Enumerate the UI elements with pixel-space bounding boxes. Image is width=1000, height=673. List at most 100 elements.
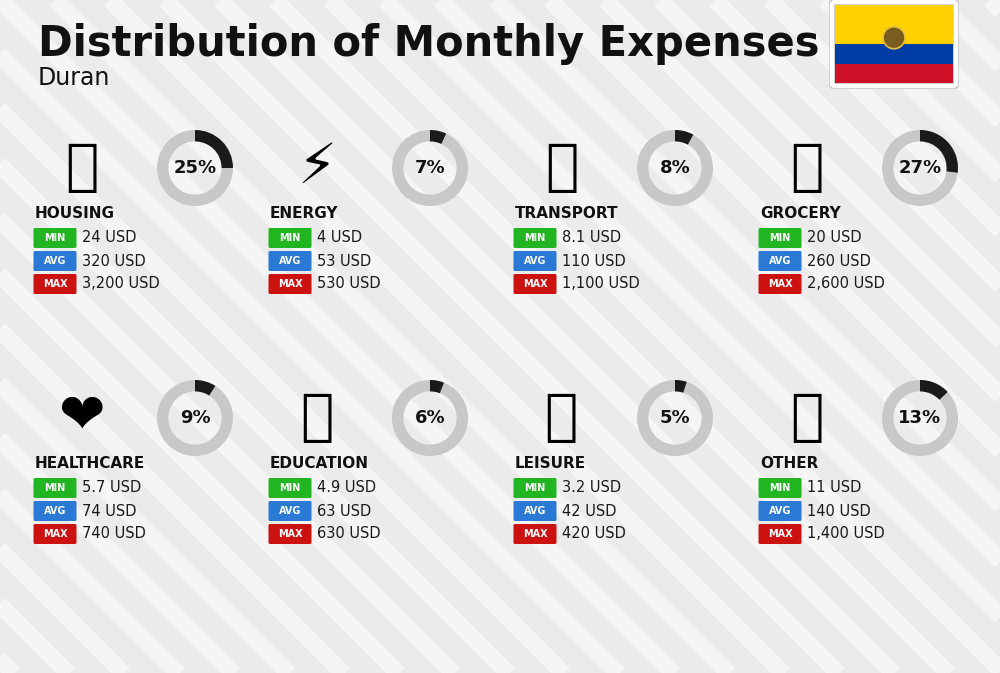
Text: 110 USD: 110 USD	[562, 254, 626, 269]
Text: 13%: 13%	[898, 409, 942, 427]
Text: AVG: AVG	[769, 256, 791, 266]
Wedge shape	[195, 130, 233, 168]
Wedge shape	[430, 130, 446, 144]
Text: 7%: 7%	[415, 159, 445, 177]
FancyBboxPatch shape	[34, 228, 76, 248]
FancyBboxPatch shape	[268, 274, 312, 294]
Text: HOUSING: HOUSING	[35, 205, 115, 221]
Text: MAX: MAX	[523, 529, 547, 539]
FancyBboxPatch shape	[829, 0, 959, 89]
Wedge shape	[637, 380, 713, 456]
Text: 27%: 27%	[898, 159, 942, 177]
FancyBboxPatch shape	[759, 251, 802, 271]
Wedge shape	[920, 130, 958, 173]
Text: AVG: AVG	[769, 506, 791, 516]
Text: ❤️: ❤️	[59, 391, 105, 445]
Text: EDUCATION: EDUCATION	[270, 456, 369, 470]
Text: GROCERY: GROCERY	[760, 205, 841, 221]
Text: MAX: MAX	[278, 529, 302, 539]
Text: 6%: 6%	[415, 409, 445, 427]
Text: 1,400 USD: 1,400 USD	[807, 526, 885, 542]
FancyBboxPatch shape	[514, 228, 556, 248]
FancyBboxPatch shape	[514, 251, 556, 271]
FancyBboxPatch shape	[268, 251, 312, 271]
Text: MAX: MAX	[43, 529, 67, 539]
Text: 5.7 USD: 5.7 USD	[82, 481, 141, 495]
Wedge shape	[392, 380, 468, 456]
Text: Distribution of Monthly Expenses: Distribution of Monthly Expenses	[38, 23, 820, 65]
Text: 630 USD: 630 USD	[317, 526, 381, 542]
Text: MIN: MIN	[769, 233, 791, 243]
Text: 3.2 USD: 3.2 USD	[562, 481, 621, 495]
Text: AVG: AVG	[44, 506, 66, 516]
FancyBboxPatch shape	[514, 524, 556, 544]
Text: 530 USD: 530 USD	[317, 277, 381, 291]
Text: 25%: 25%	[173, 159, 217, 177]
Text: 140 USD: 140 USD	[807, 503, 871, 518]
FancyBboxPatch shape	[34, 524, 76, 544]
Bar	[835, 5, 953, 44]
Wedge shape	[675, 130, 693, 145]
Text: ⚡: ⚡	[298, 141, 336, 195]
FancyBboxPatch shape	[268, 524, 312, 544]
FancyBboxPatch shape	[34, 251, 76, 271]
Circle shape	[883, 27, 905, 48]
Bar	[835, 44, 953, 63]
Text: 53 USD: 53 USD	[317, 254, 371, 269]
Text: 42 USD: 42 USD	[562, 503, 616, 518]
Text: MIN: MIN	[524, 483, 546, 493]
Text: AVG: AVG	[524, 256, 546, 266]
Text: 🏢: 🏢	[65, 141, 99, 195]
FancyBboxPatch shape	[34, 501, 76, 521]
Text: MIN: MIN	[44, 483, 66, 493]
Text: 9%: 9%	[180, 409, 210, 427]
FancyBboxPatch shape	[34, 478, 76, 498]
Text: 8.1 USD: 8.1 USD	[562, 230, 621, 246]
Text: 4.9 USD: 4.9 USD	[317, 481, 376, 495]
FancyBboxPatch shape	[514, 501, 556, 521]
Text: AVG: AVG	[279, 506, 301, 516]
FancyBboxPatch shape	[514, 274, 556, 294]
FancyBboxPatch shape	[759, 501, 802, 521]
FancyBboxPatch shape	[759, 274, 802, 294]
Wedge shape	[882, 380, 958, 456]
Text: 74 USD: 74 USD	[82, 503, 136, 518]
FancyBboxPatch shape	[759, 524, 802, 544]
Text: 2,600 USD: 2,600 USD	[807, 277, 885, 291]
Text: 🚌: 🚌	[545, 141, 579, 195]
Text: 4 USD: 4 USD	[317, 230, 362, 246]
Bar	[835, 63, 953, 83]
Text: MAX: MAX	[768, 279, 792, 289]
Text: 1,100 USD: 1,100 USD	[562, 277, 640, 291]
FancyBboxPatch shape	[34, 274, 76, 294]
Text: OTHER: OTHER	[760, 456, 818, 470]
Text: HEALTHCARE: HEALTHCARE	[35, 456, 145, 470]
Text: 320 USD: 320 USD	[82, 254, 146, 269]
Wedge shape	[392, 130, 468, 206]
Wedge shape	[637, 130, 713, 206]
Text: AVG: AVG	[279, 256, 301, 266]
Text: LEISURE: LEISURE	[515, 456, 586, 470]
FancyBboxPatch shape	[759, 478, 802, 498]
Text: 11 USD: 11 USD	[807, 481, 861, 495]
FancyBboxPatch shape	[268, 501, 312, 521]
Wedge shape	[157, 380, 233, 456]
Text: 💰: 💰	[790, 391, 824, 445]
FancyBboxPatch shape	[759, 228, 802, 248]
Text: 5%: 5%	[660, 409, 690, 427]
Text: TRANSPORT: TRANSPORT	[515, 205, 618, 221]
Text: 740 USD: 740 USD	[82, 526, 146, 542]
Text: MIN: MIN	[524, 233, 546, 243]
Text: Duran: Duran	[38, 66, 110, 90]
Text: 🎓: 🎓	[300, 391, 334, 445]
Text: MAX: MAX	[768, 529, 792, 539]
Text: ENERGY: ENERGY	[270, 205, 338, 221]
FancyBboxPatch shape	[268, 228, 312, 248]
Text: 20 USD: 20 USD	[807, 230, 862, 246]
Wedge shape	[920, 380, 948, 400]
Text: AVG: AVG	[524, 506, 546, 516]
Text: MAX: MAX	[523, 279, 547, 289]
Wedge shape	[675, 380, 687, 393]
Text: 🛍️: 🛍️	[545, 391, 579, 445]
Text: AVG: AVG	[44, 256, 66, 266]
